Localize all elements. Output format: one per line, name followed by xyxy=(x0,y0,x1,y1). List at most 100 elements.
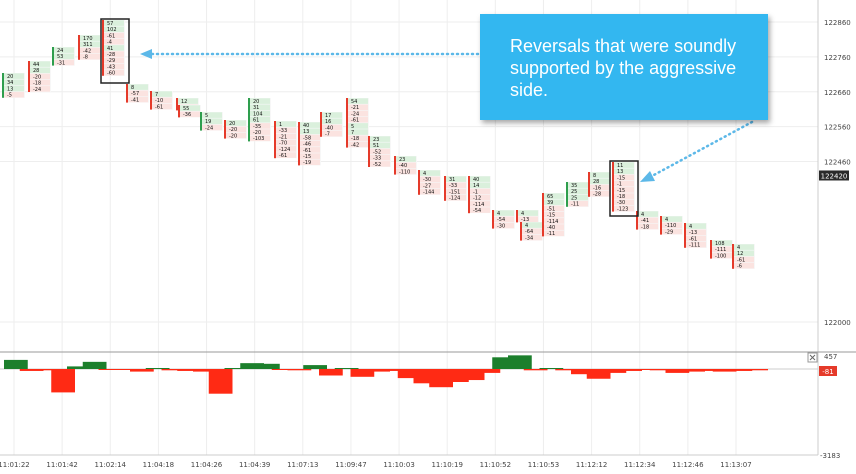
bar-cell-value: -111 xyxy=(715,247,726,253)
bar-cell-fill xyxy=(4,85,24,92)
bar-cell-fill xyxy=(370,161,390,167)
bar-cell-fill xyxy=(396,156,416,162)
delta-bar xyxy=(508,355,532,369)
bar-cell-value: 20 xyxy=(253,99,259,105)
bar-cell-value: -46 xyxy=(303,142,311,148)
bar-cell-fill xyxy=(518,216,538,223)
delta-bar xyxy=(681,369,705,372)
bar-cell-value: -18 xyxy=(641,224,649,230)
delta-last-label: -81 xyxy=(822,368,833,376)
bar-background xyxy=(3,73,25,98)
bar-cell-fill xyxy=(370,142,390,149)
bar-cell-fill xyxy=(370,136,390,142)
bar-cell-value: 12 xyxy=(181,99,187,105)
bar-cell-value: -12 xyxy=(473,196,481,202)
bar-cell-value: -30 xyxy=(423,177,431,183)
bar-cell-value: -61 xyxy=(689,236,697,242)
footprint-bar: 4-41-18 xyxy=(636,211,659,230)
delta-bar xyxy=(240,363,264,369)
bar-cell-fill xyxy=(80,35,100,41)
bar-cell-fill xyxy=(614,187,634,193)
bar-cell-value: 40 xyxy=(473,177,479,183)
bar-cell-value: -110 xyxy=(399,169,410,175)
delta-bar xyxy=(19,369,44,371)
bar-cell-fill xyxy=(348,141,368,148)
bar-cell-value: 57 xyxy=(107,21,113,27)
bar-cell-fill xyxy=(522,228,542,235)
bar-cell-fill xyxy=(250,129,270,135)
bar-cell-value: -15 xyxy=(547,213,555,219)
bar-cell-value: -144 xyxy=(423,190,434,196)
bar-cell-fill xyxy=(568,200,588,207)
delta-bar xyxy=(728,369,753,371)
arrow-head xyxy=(640,171,655,182)
footprint-bar: 23-40-110 xyxy=(394,156,417,175)
delta-bar xyxy=(712,369,737,372)
bar-cell-fill xyxy=(250,110,270,117)
bar-cell-value: 25 xyxy=(571,195,577,201)
bar-cell-fill xyxy=(544,199,564,206)
bar-cell-fill xyxy=(446,194,466,201)
bar-cell-fill xyxy=(370,154,390,161)
bar-cell-value: -36 xyxy=(183,112,191,118)
bar-cell-value: -33 xyxy=(279,128,287,134)
bar-cell-value: -57 xyxy=(131,91,139,97)
bar-cell-fill xyxy=(276,146,296,152)
bar-cell-fill xyxy=(470,201,490,207)
bar-cell-value: 11 xyxy=(617,163,623,169)
bar-cell-fill xyxy=(226,132,246,139)
bar-cell-fill xyxy=(396,162,416,169)
bar-cell-value: 4 xyxy=(497,211,500,217)
delta-bar xyxy=(602,369,627,373)
bar-cell-fill xyxy=(590,190,610,197)
bar-cell-fill xyxy=(104,32,124,39)
bar-cell-value: -8 xyxy=(83,55,88,61)
bar-cell-fill xyxy=(128,84,148,90)
bar-cell-fill xyxy=(250,123,270,129)
x-tick-label: 11:12:12 xyxy=(576,461,607,469)
bar-cell-fill xyxy=(712,240,732,246)
bar-cell-value: -28 xyxy=(593,192,601,198)
bar-background xyxy=(733,244,755,269)
bar-background xyxy=(567,182,589,207)
delta-bar xyxy=(382,369,406,371)
bar-cell-fill xyxy=(590,178,610,185)
bar-cell-value: -51 xyxy=(547,206,555,212)
bar-cell-value: -54 xyxy=(497,217,505,223)
bar-cell-value: 23 xyxy=(373,137,379,143)
bar-cell-fill xyxy=(30,79,50,86)
bar-cell-fill xyxy=(300,122,320,128)
bar-cell-fill xyxy=(30,61,50,67)
delta-bar xyxy=(208,369,233,394)
bar-cell-value: 35 xyxy=(571,183,577,189)
delta-bar xyxy=(256,363,280,369)
bar-cell-value: -151 xyxy=(449,189,460,195)
bar-cell-fill xyxy=(152,91,172,97)
bar-background xyxy=(79,35,101,60)
bar-cell-value: -41 xyxy=(131,97,139,103)
bar-cell-value: -40 xyxy=(325,125,333,131)
delta-bar xyxy=(35,369,60,371)
bar-cell-fill xyxy=(662,216,682,222)
footprint-bar: 31-33-151-124 xyxy=(444,176,467,202)
footprint-bar: 1-33-21-70-124-61 xyxy=(274,121,297,159)
bar-cell-fill xyxy=(152,103,172,110)
bar-cell-value: 53 xyxy=(57,54,63,60)
bar-cell-fill xyxy=(104,38,124,45)
bar-cell-value: 4 xyxy=(525,223,528,229)
bar-cell-fill xyxy=(420,176,440,183)
bar-cell-fill xyxy=(544,224,564,230)
last-price-label: 122420 xyxy=(821,172,848,180)
x-tick-label: 11:13:07 xyxy=(720,461,751,469)
bar-cell-value: -19 xyxy=(303,160,311,166)
bar-cell-fill xyxy=(686,223,706,229)
bar-cell-fill xyxy=(104,57,124,64)
bar-cell-fill xyxy=(494,210,514,216)
bar-cell-value: 28 xyxy=(593,179,599,185)
bar-cell-fill xyxy=(544,193,564,199)
